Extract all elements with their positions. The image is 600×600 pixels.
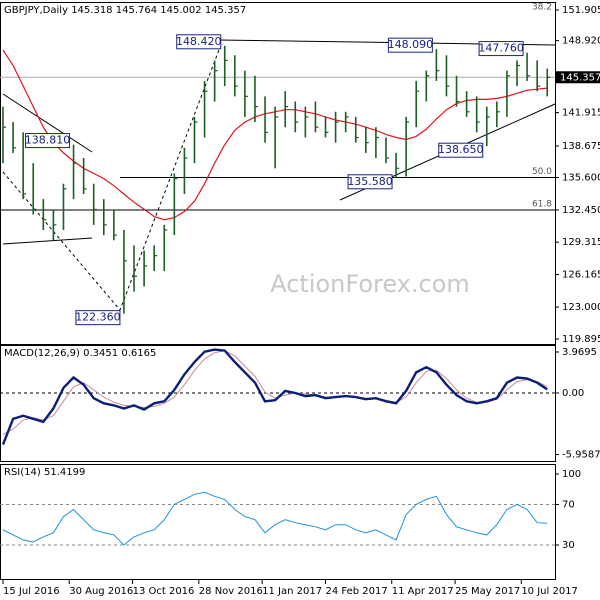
fib-label: 61.8 (532, 199, 552, 209)
y-tick-label: 151.905 (562, 5, 600, 16)
price-label: 138.650 (438, 143, 484, 156)
signal-line (2, 350, 548, 435)
price-label-box (347, 174, 393, 190)
y-tick-label: 100 (562, 469, 581, 480)
x-tick-label: 30 Aug 2016 (69, 586, 133, 597)
header-value: 0.3451 (83, 348, 118, 359)
channel-line (2, 237, 93, 245)
price-label: 148.090 (388, 38, 434, 51)
dotted-trend (2, 41, 223, 311)
header-value: RSI(14) (4, 467, 41, 478)
price-label: 147.760 (478, 42, 524, 55)
header-value: 145.764 (116, 5, 157, 16)
x-tick-label: 11 Jan 2017 (262, 586, 322, 597)
y-tick-label: 148.920 (562, 36, 600, 47)
y-tick-label: 119.895 (562, 334, 600, 345)
price-label-box (176, 34, 222, 50)
price-label-box (25, 133, 71, 149)
header-value: 145.318 (71, 5, 112, 16)
panel-header: GBPJPY,Daily 145.318 145.764 145.002 145… (4, 5, 246, 16)
price-label: 138.810 (25, 134, 71, 147)
x-tick-label: 28 Nov 2016 (199, 586, 263, 597)
header-value: 0.6165 (121, 348, 156, 359)
y-tick-label: 30 (562, 540, 575, 551)
y-tick-label: 138.675 (562, 141, 600, 152)
x-tick-label: 15 Jul 2016 (3, 586, 60, 597)
channel-line (2, 93, 93, 153)
header-value: 51.4199 (44, 467, 85, 478)
y-tick-label: -5.9587 (562, 450, 600, 461)
price-label: 135.580 (347, 175, 393, 188)
panel-header: MACD(12,26,9) 0.3451 0.6165 (4, 348, 156, 359)
y-tick-label: 70 (562, 499, 575, 510)
price-label: 122.360 (75, 311, 121, 324)
header-value: 145.002 (160, 5, 201, 16)
y-tick-label: 123.000 (562, 302, 600, 313)
macd-line (1, 348, 548, 446)
y-tick-label: 3.9695 (562, 347, 597, 358)
current-price-label: 145.357 (560, 72, 600, 83)
price-label-box (478, 41, 524, 57)
y-tick-label: 135.600 (562, 173, 600, 184)
x-tick-label: 24 Feb 2017 (326, 586, 388, 597)
price-label-box (387, 37, 433, 53)
price-panel (0, 2, 556, 345)
x-tick-label: 25 May 2017 (455, 586, 520, 597)
header-value: 145.357 (205, 5, 246, 16)
macd-panel (0, 345, 556, 462)
x-tick-label: 10 Jul 2017 (521, 586, 578, 597)
y-tick-label: 126.165 (562, 270, 600, 281)
y-tick-label: 0.00 (562, 388, 584, 399)
rsi-line (2, 491, 548, 546)
y-tick-label: 129.315 (562, 237, 600, 248)
x-tick-label: 11 Apr 2017 (392, 586, 454, 597)
fib-label: 38.2 (532, 3, 552, 13)
y-tick-label: 141.915 (562, 108, 600, 119)
price-label-box (75, 310, 121, 326)
rsi-panel (0, 464, 556, 580)
current-price-box (556, 71, 600, 84)
price-label: 148.420 (176, 35, 222, 48)
x-tick-label: 13 Oct 2016 (133, 586, 195, 597)
y-tick-label: 132.450 (562, 205, 600, 216)
fib-label: 50.0 (532, 167, 552, 177)
price-label-box (438, 142, 484, 158)
watermark: ActionForex.com (270, 270, 470, 298)
panel-header: RSI(14) 51.4199 (4, 467, 85, 478)
header-value: GBPJPY,Daily (4, 5, 68, 16)
header-value: MACD(12,26,9) (4, 348, 80, 359)
